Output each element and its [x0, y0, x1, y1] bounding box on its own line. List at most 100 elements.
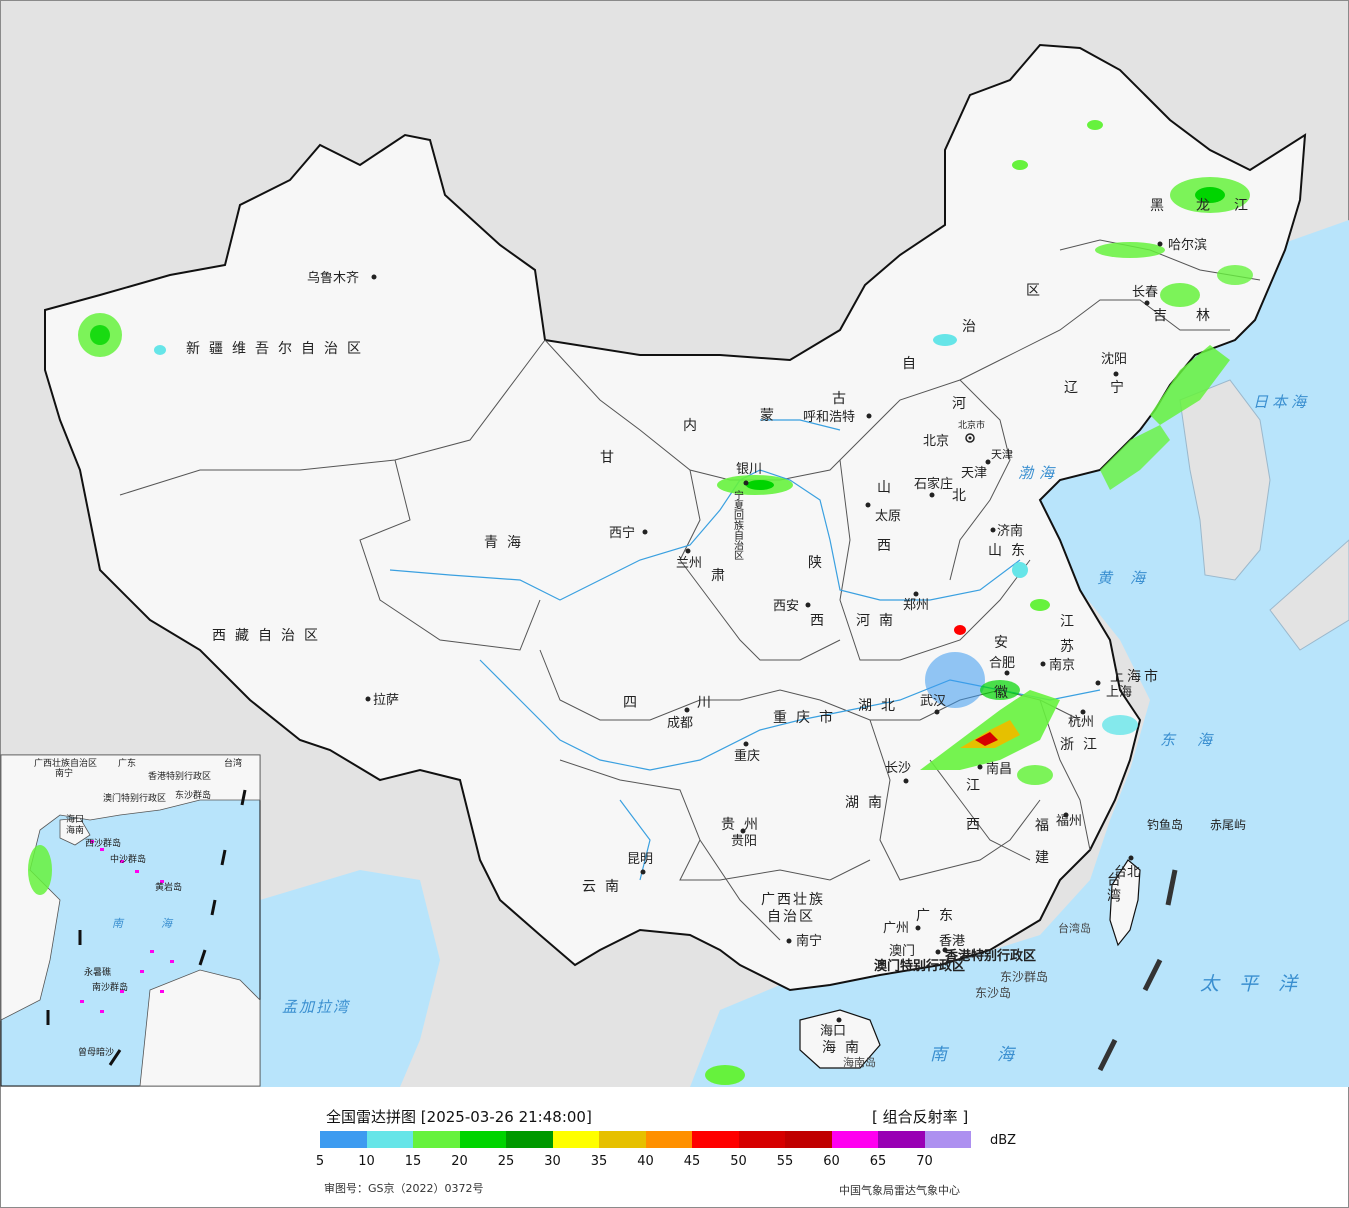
city-label: 哈尔滨 — [1168, 237, 1207, 253]
legend-color-cell — [785, 1131, 832, 1148]
province-label: 湖北 — [858, 698, 904, 714]
province-label: 新疆维吾尔自治区 — [186, 341, 370, 357]
inset-label: 广东 — [118, 757, 136, 769]
legend-color-cell — [366, 1131, 413, 1148]
province-label: 蒙 — [760, 408, 783, 424]
province-label: 黑 — [1150, 198, 1173, 214]
inset-label: 黄岩岛 — [155, 881, 182, 893]
bay-of-bengal — [260, 870, 440, 1087]
inset-label: 广西壮族自治区 — [34, 757, 97, 769]
island-label: 海南岛 — [843, 1055, 876, 1069]
legend-tick-label: 25 — [497, 1154, 515, 1169]
province-label: 西 — [966, 817, 989, 833]
city-label: 郑州 — [903, 598, 929, 613]
province-label: 山 — [877, 480, 900, 496]
sea-label: 东海 — [1160, 731, 1234, 749]
city-label: 西宁 — [609, 525, 635, 541]
island-label: 赤尾屿 — [1210, 818, 1246, 832]
province-label: 内 — [683, 418, 706, 434]
south-china-sea-inset — [0, 754, 261, 1087]
sea-label: 南海 — [930, 1045, 1064, 1065]
province-label: 河南 — [856, 613, 902, 629]
inset-label: 永暑礁 — [84, 966, 111, 978]
legend-color-cell — [552, 1131, 599, 1148]
map-title: 全国雷达拼图 [2025-03-26 21:48:00] — [326, 1106, 592, 1127]
city-label: 呼和浩特 — [803, 410, 855, 425]
city-label: 太原 — [875, 509, 901, 524]
province-label: 龙 — [1196, 198, 1219, 214]
province-label: 西 — [877, 538, 900, 554]
legend-color-cell — [738, 1131, 785, 1148]
city-label: 台北 — [1114, 865, 1140, 880]
legend-tick-label: 40 — [637, 1154, 654, 1169]
city-label: 香港 — [939, 934, 965, 949]
sea-label: 太平洋 — [1200, 973, 1317, 995]
inset-label: 海南 — [66, 824, 84, 836]
legend-tick-label: 30 — [544, 1154, 561, 1169]
radar-map: 新疆维吾尔自治区 西藏自治区 青海 甘 肃 内 蒙 古 自 治 区 黑 龙 江 … — [0, 1, 1349, 1087]
city-label: 石家庄 — [914, 476, 953, 492]
sea-label: 孟加拉湾 — [282, 998, 351, 1016]
inset-label: 南沙群岛 — [92, 981, 128, 993]
city-labels: 乌鲁木齐 拉萨 西宁 兰州 银川 呼和浩特 北京 天津 石家庄 太原 哈尔滨 长… — [307, 237, 1207, 1039]
island-label: 台湾岛 — [1058, 921, 1091, 935]
city-label: 济南 — [997, 523, 1023, 539]
island-labels: 钓鱼岛 赤尾屿 台湾岛 东沙群岛 东沙岛 海南岛 — [843, 817, 1246, 1069]
sea-labels: 日本海 渤海 黄海 东海 太平洋 南海 孟加拉湾 — [282, 393, 1317, 1065]
province-label: 古 — [832, 391, 855, 407]
province-label: 西藏自治区 — [212, 628, 327, 644]
legend-tick-label: 50 — [730, 1154, 747, 1169]
province-label: 宁 — [1110, 379, 1133, 396]
province-label: 浙江 — [1060, 737, 1106, 753]
legend-color-cell — [924, 1131, 971, 1148]
inset-label: 曾母暗沙 — [78, 1046, 114, 1058]
province-label: 北京市 — [958, 419, 985, 431]
province-label: 北 — [952, 488, 975, 504]
island-label: 钓鱼岛 — [1147, 817, 1183, 832]
province-label: 肃 — [711, 568, 734, 584]
city-label: 南京 — [1049, 657, 1075, 673]
inset-label: 西沙群岛 — [85, 837, 121, 849]
province-label: 河 — [952, 396, 975, 412]
legend-color-cell — [459, 1131, 506, 1148]
korea-peninsula — [1179, 379, 1271, 581]
city-label: 天津 — [961, 466, 987, 481]
city-label: 兰州 — [676, 556, 702, 571]
city-label: 海口 — [820, 1024, 846, 1039]
province-label: 上海市 — [1110, 668, 1161, 685]
unit-label: dBZ — [990, 1133, 1017, 1148]
timestamp-text: [2025-03-26 21:48:00] — [420, 1108, 592, 1126]
legend-color-cell — [831, 1131, 878, 1148]
product-label: [ 组合反射率 ] — [872, 1108, 969, 1126]
legend-color-cell — [645, 1131, 692, 1148]
province-label: 建 — [1035, 850, 1058, 866]
city-label: 长沙 — [885, 761, 911, 776]
japan-islands — [1269, 539, 1349, 651]
city-label: 福州 — [1056, 814, 1082, 829]
inset-label: 澳门特别行政区 — [103, 792, 166, 804]
province-label: 台湾 — [1105, 872, 1121, 904]
legend-tick-label: 20 — [451, 1154, 468, 1169]
taiwan-island — [1109, 859, 1141, 947]
province-label: 广东 — [916, 908, 962, 924]
province-label: 自 — [902, 356, 925, 372]
province-labels: 新疆维吾尔自治区 西藏自治区 青海 甘 肃 内 蒙 古 自 治 区 黑 龙 江 … — [186, 198, 1257, 1056]
city-label: 长春 — [1132, 285, 1158, 300]
province-label: 苏 — [1060, 639, 1083, 655]
legend-tick-label: 60 — [823, 1154, 840, 1169]
sea-label: 渤海 — [1018, 464, 1060, 482]
province-label: 云南 — [582, 879, 628, 895]
radar-echoes — [78, 120, 1253, 1085]
province-label: 陕 — [808, 555, 831, 571]
nine-dash-line — [1097, 869, 1178, 1072]
island-label: 东沙岛 — [975, 985, 1011, 1000]
province-label: 甘 — [600, 450, 623, 466]
province-label: 湖南 — [845, 795, 891, 811]
legend-tick-label: 70 — [916, 1154, 933, 1169]
province-label: 吉 — [1153, 308, 1176, 324]
province-label: 宁夏回族自治区 — [732, 489, 744, 560]
province-label: 江 — [1234, 198, 1257, 214]
province-label: 江 — [1060, 614, 1083, 630]
sea-label: 黄海 — [1097, 569, 1163, 587]
legend-tick-label: 35 — [590, 1154, 608, 1169]
